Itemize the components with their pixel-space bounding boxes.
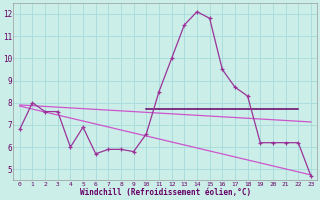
X-axis label: Windchill (Refroidissement éolien,°C): Windchill (Refroidissement éolien,°C) [80,188,251,197]
